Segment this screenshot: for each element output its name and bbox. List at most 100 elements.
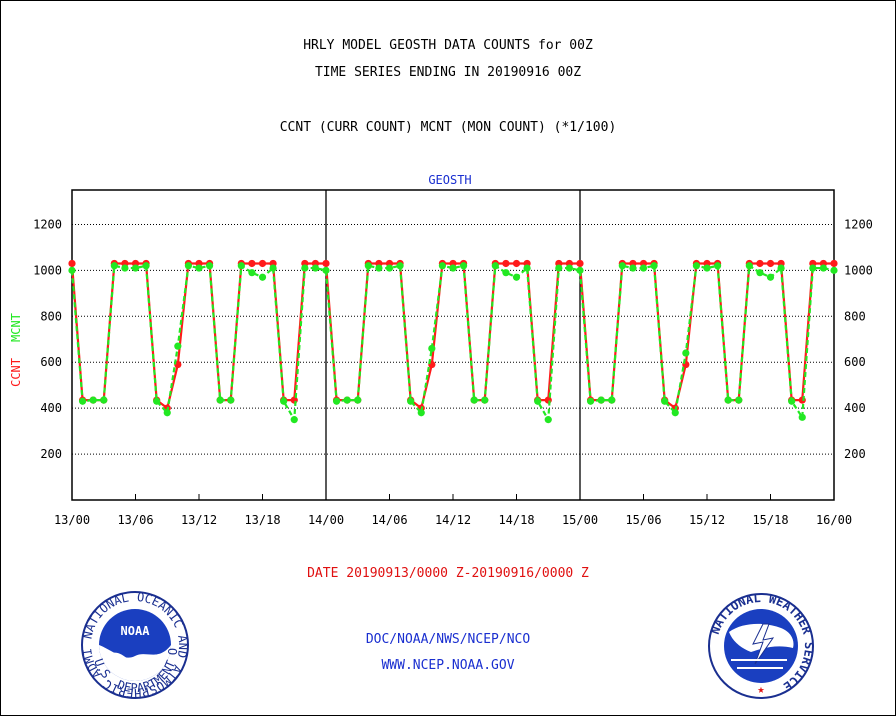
data-point	[195, 264, 203, 272]
x-tick-label: 15/00	[562, 513, 598, 527]
y-tick-label: 600	[40, 355, 62, 369]
credit-organization: DOC/NOAA/NWS/NCEP/NCO	[365, 632, 531, 647]
svg-text:NOAA: NOAA	[121, 624, 151, 638]
data-point	[311, 264, 320, 272]
noaa-logo: NOAA NATIONAL OCEANIC AND ATMOSPHERIC AD…	[80, 590, 190, 700]
chart-title: HRLY MODEL GEOSTH DATA COUNTS for 00Z	[303, 38, 593, 53]
data-point	[523, 264, 531, 272]
data-point	[576, 266, 584, 274]
data-point	[163, 409, 171, 417]
data-point	[385, 264, 394, 272]
data-point	[100, 396, 108, 404]
data-point	[68, 266, 76, 274]
data-point	[68, 259, 76, 268]
data-point	[428, 344, 436, 353]
data-point	[131, 264, 140, 272]
data-point	[809, 264, 817, 272]
data-point	[301, 264, 309, 272]
y-axis-left: 200 400 600 800 1000 1200	[33, 217, 62, 461]
y-tick-label: 600	[844, 355, 866, 369]
data-point	[280, 397, 288, 405]
data-point	[153, 397, 161, 405]
data-point	[269, 264, 277, 272]
data-point	[205, 262, 214, 270]
data-point	[322, 266, 330, 274]
data-point	[258, 273, 267, 281]
credit-website: WWW.NCEP.NOAA.GOV	[381, 658, 515, 673]
data-point	[756, 269, 764, 277]
data-point	[396, 262, 404, 270]
plot-area	[71, 189, 835, 501]
x-tick-label: 14/00	[308, 513, 344, 527]
data-point	[724, 396, 732, 404]
data-point	[248, 269, 256, 277]
data-point	[586, 397, 595, 405]
data-point	[290, 416, 298, 424]
data-point	[502, 269, 510, 277]
chart-title-line2: TIME SERIES ENDING IN 20190916 00Z	[314, 65, 582, 80]
y-tick-label: 400	[844, 401, 866, 415]
data-point	[788, 397, 796, 405]
x-tick-label: 14/12	[435, 513, 471, 527]
day-dividers	[325, 190, 581, 500]
data-point	[830, 266, 838, 274]
chart-series-description: CCNT (CURR COUNT) MCNT (MON COUNT) (*1/1…	[279, 120, 617, 135]
data-point	[481, 396, 489, 404]
data-point	[449, 264, 457, 272]
data-point	[332, 397, 341, 405]
y-axis-label: CCNT MCNT	[9, 313, 23, 387]
data-point	[491, 262, 499, 270]
y-tick-label: 400	[40, 401, 62, 415]
data-point	[248, 259, 256, 268]
data-point	[798, 396, 806, 404]
data-point	[459, 262, 468, 270]
data-point	[438, 262, 447, 270]
y-label-ccnt: CCNT	[9, 358, 23, 387]
data-point	[745, 262, 753, 270]
data-point	[512, 259, 521, 268]
data-point	[777, 264, 785, 272]
chart-subtitle: GEOSTH	[428, 173, 471, 187]
data-point	[227, 396, 235, 404]
data-point	[819, 264, 828, 272]
data-point	[565, 264, 574, 272]
series-layer	[68, 259, 838, 424]
data-point	[629, 264, 637, 272]
data-point	[735, 396, 743, 404]
x-tick-label: 15/12	[689, 513, 725, 527]
x-tick-label: 13/18	[244, 513, 280, 527]
data-point	[555, 264, 563, 272]
data-point	[534, 397, 542, 405]
x-tick-label: 15/06	[625, 513, 661, 527]
y-tick-label: 200	[40, 447, 62, 461]
data-point	[142, 262, 150, 270]
data-point	[756, 259, 764, 268]
data-point	[364, 262, 372, 270]
data-point	[597, 396, 605, 404]
data-point	[618, 262, 626, 270]
data-point	[216, 396, 224, 404]
data-point	[692, 262, 701, 270]
x-tick-label: 16/00	[816, 513, 852, 527]
data-point	[174, 342, 182, 350]
x-tick-label: 13/06	[117, 513, 153, 527]
data-point	[830, 259, 838, 268]
data-point	[110, 262, 118, 270]
y-tick-label: 1000	[844, 263, 873, 277]
series-mcnt	[68, 262, 838, 424]
y-tick-label: 1200	[844, 217, 873, 231]
data-point	[766, 259, 775, 268]
data-point	[89, 396, 97, 404]
data-point	[682, 349, 690, 357]
y-tick-label: 1000	[33, 263, 62, 277]
svg-text:★: ★	[757, 682, 764, 696]
data-point	[470, 396, 478, 404]
data-point	[184, 262, 193, 270]
data-point	[354, 396, 362, 404]
y-label-mcnt: MCNT	[9, 313, 23, 342]
data-point	[544, 416, 552, 424]
data-point	[650, 262, 658, 270]
data-point	[375, 264, 383, 272]
y-tick-label: 800	[40, 309, 62, 323]
y-tick-label: 1200	[33, 217, 62, 231]
